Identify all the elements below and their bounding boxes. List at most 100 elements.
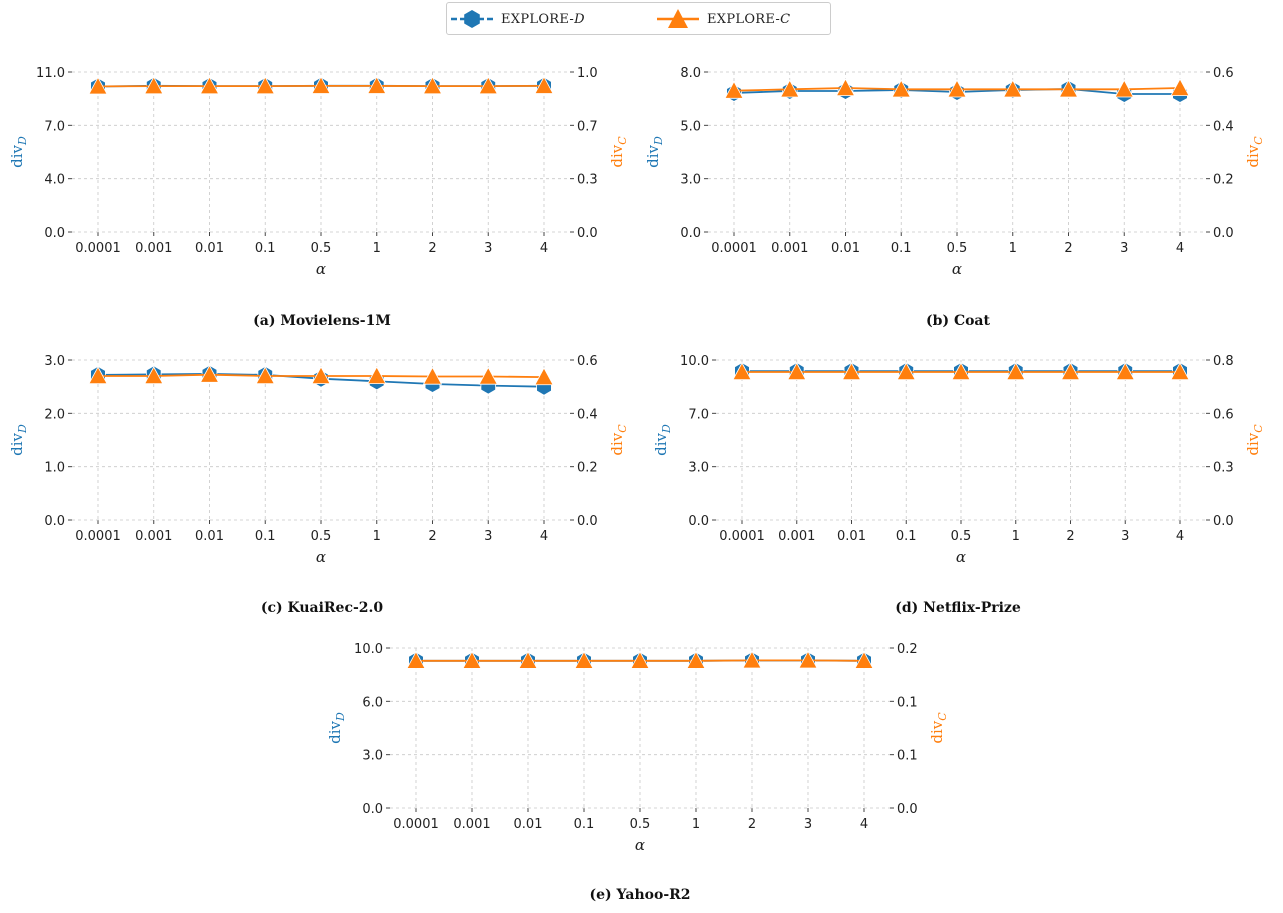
- y-right-tick-label: 0.1: [897, 695, 918, 710]
- x-tick-label: 0.5: [630, 817, 651, 832]
- x-tick-label: 2: [428, 241, 436, 256]
- x-tick-label: 0.5: [951, 529, 972, 544]
- y-left-tick-label: 10.0: [354, 642, 383, 657]
- y-right-tick-label: 0.6: [577, 354, 598, 369]
- x-tick-label: 2: [428, 529, 436, 544]
- y-right-label-sub: C: [616, 136, 629, 145]
- y-right-tick-label: 0.2: [897, 642, 918, 657]
- caption-b: (b) Coat: [926, 313, 990, 329]
- x-tick-label: 0.001: [135, 529, 172, 544]
- x-tick-label: 0.01: [837, 529, 866, 544]
- point-explore-c: [835, 78, 856, 97]
- point-explore-c: [686, 650, 706, 669]
- x-tick-label: 3: [1120, 241, 1128, 256]
- y-left-axis-label: divD: [8, 136, 29, 168]
- y-right-tick-label: 0.6: [1213, 407, 1234, 422]
- x-axis-label: α: [316, 548, 326, 566]
- x-tick-label: 0.5: [311, 529, 332, 544]
- y-left-tick-label: 11.0: [36, 66, 65, 81]
- y-left-axis-label: divD: [326, 712, 347, 744]
- y-left-tick-label: 3.0: [44, 354, 65, 369]
- x-tick-label: 0.01: [514, 817, 543, 832]
- point-explore-c: [88, 366, 108, 385]
- point-explore-c: [367, 366, 387, 385]
- legend-sub-explore-d: D: [574, 11, 585, 27]
- y-right-label-sub: C: [616, 424, 629, 433]
- caption-a: (a) Movielens-1M: [253, 313, 391, 329]
- point-explore-c: [574, 650, 594, 669]
- point-explore-c: [1003, 79, 1023, 98]
- x-tick-label: 0.1: [891, 241, 912, 256]
- y-right-label-sub: C: [936, 712, 949, 721]
- legend-swatch-explore-d: [451, 10, 493, 28]
- x-axis-label: α: [952, 260, 962, 278]
- point-explore-c: [780, 79, 800, 98]
- y-left-label-sub: D: [660, 424, 673, 434]
- point-explore-c: [1060, 362, 1081, 381]
- point-explore-c: [742, 650, 762, 669]
- x-tick-label: 3: [484, 241, 492, 256]
- x-tick-label: 1: [1009, 241, 1017, 256]
- point-explore-c: [787, 362, 807, 381]
- x-tick-label: 4: [540, 241, 548, 256]
- y-left-label-sub: D: [334, 712, 347, 722]
- point-explore-c: [947, 79, 967, 98]
- point-explore-c: [1170, 362, 1190, 381]
- x-tick-label: 2: [748, 817, 756, 832]
- caption-e: (e) Yahoo-R2: [589, 887, 691, 903]
- y-right-label-main: div: [608, 432, 626, 455]
- point-explore-c: [311, 366, 331, 385]
- x-tick-label: 0.0001: [719, 529, 765, 544]
- legend-label-explore-d: EXPLORE-: [501, 11, 575, 27]
- x-tick-label: 2: [1064, 241, 1072, 256]
- x-tick-label: 0.0001: [75, 241, 121, 256]
- x-tick-label: 0.0001: [393, 817, 439, 832]
- y-right-tick-label: 0.2: [577, 461, 598, 476]
- y-left-label-main: div: [652, 432, 670, 455]
- point-explore-c: [478, 76, 498, 95]
- x-tick-label: 4: [860, 817, 868, 832]
- x-tick-label: 4: [540, 529, 548, 544]
- y-right-axis-label: divC: [1244, 136, 1265, 168]
- chart-1: 0.0001 0.001 0.01 0.1 0.5 1 2 3 4 0.0 3.0 5.0 8.0 0.0…: [644, 66, 1265, 278]
- point-explore-c: [798, 650, 818, 669]
- y-left-tick-label: 3.0: [688, 461, 709, 476]
- y-right-label-sub: C: [1252, 136, 1265, 145]
- point-explore-c: [144, 76, 164, 95]
- y-left-tick-label: 10.0: [680, 354, 709, 369]
- x-tick-label: 4: [1176, 529, 1184, 544]
- point-explore-c: [255, 366, 275, 385]
- y-right-tick-label: 0.0: [1213, 514, 1234, 529]
- y-left-tick-label: 0.0: [688, 514, 709, 529]
- x-axis-label: α: [635, 836, 645, 854]
- y-left-label-main: div: [8, 432, 26, 455]
- x-tick-label: 0.5: [311, 241, 332, 256]
- x-axis-label: α: [956, 548, 966, 566]
- y-left-tick-label: 2.0: [44, 407, 65, 422]
- y-right-tick-label: 0.1: [897, 749, 918, 764]
- hexagon-marker-icon: [464, 10, 480, 28]
- point-explore-c: [144, 366, 164, 385]
- legend-item-explore-c: EXPLORE-C: [657, 9, 790, 29]
- y-right-axis-label: divC: [608, 136, 629, 168]
- point-explore-c: [1114, 79, 1134, 98]
- x-tick-label: 0.0001: [711, 241, 757, 256]
- chart-4: 0.0001 0.001 0.01 0.1 0.5 1 2 3 4 0.0 3.0 6.0 10.0 0.…: [326, 642, 949, 854]
- point-explore-c: [891, 79, 911, 98]
- point-explore-c: [854, 650, 874, 669]
- y-right-tick-label: 0.3: [1213, 461, 1234, 476]
- x-tick-label: 0.001: [135, 241, 172, 256]
- x-tick-label: 3: [804, 817, 812, 832]
- x-tick-label: 2: [1066, 529, 1074, 544]
- y-right-tick-label: 0.8: [1213, 354, 1234, 369]
- y-right-tick-label: 1.0: [577, 66, 598, 81]
- y-right-axis-label: divC: [928, 712, 949, 744]
- y-right-tick-label: 0.6: [1213, 66, 1234, 81]
- y-right-label-main: div: [1244, 144, 1262, 167]
- y-left-tick-label: 0.0: [680, 226, 701, 241]
- point-explore-c: [534, 367, 554, 386]
- x-tick-label: 1: [692, 817, 700, 832]
- x-tick-label: 3: [484, 529, 492, 544]
- point-explore-c: [88, 76, 108, 95]
